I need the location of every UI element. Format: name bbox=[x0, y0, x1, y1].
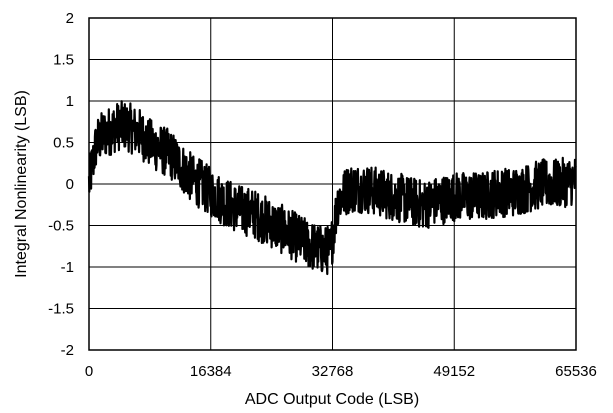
y-tick-label: -1 bbox=[61, 259, 74, 276]
x-tick-labels: 0 16384 32768 49152 65536 bbox=[85, 363, 597, 380]
x-tick-label: 49152 bbox=[433, 363, 475, 380]
y-tick-label: -0.5 bbox=[48, 218, 74, 235]
series-layer bbox=[87, 100, 577, 276]
y-tick-label: 0 bbox=[66, 176, 74, 193]
x-tick-label: 16384 bbox=[190, 363, 232, 380]
x-axis-label: ADC Output Code (LSB) bbox=[245, 391, 419, 408]
y-tick-label: -1.5 bbox=[48, 301, 74, 318]
y-tick-label: 1.5 bbox=[53, 52, 74, 69]
y-tick-label: 1 bbox=[66, 93, 74, 110]
inl-series-line bbox=[87, 100, 577, 276]
y-tick-label: -2 bbox=[61, 342, 74, 359]
y-axis-label: Integral Nonlinearity (LSB) bbox=[13, 90, 30, 278]
x-tick-label: 65536 bbox=[555, 363, 597, 380]
y-tick-labels: 2 1.5 1 0.5 0 -0.5 -1 -1.5 -2 bbox=[48, 10, 74, 359]
y-tick-label: 0.5 bbox=[53, 135, 74, 152]
x-tick-label: 32768 bbox=[312, 363, 354, 380]
y-tick-label: 2 bbox=[66, 10, 74, 27]
x-tick-label: 0 bbox=[85, 363, 93, 380]
